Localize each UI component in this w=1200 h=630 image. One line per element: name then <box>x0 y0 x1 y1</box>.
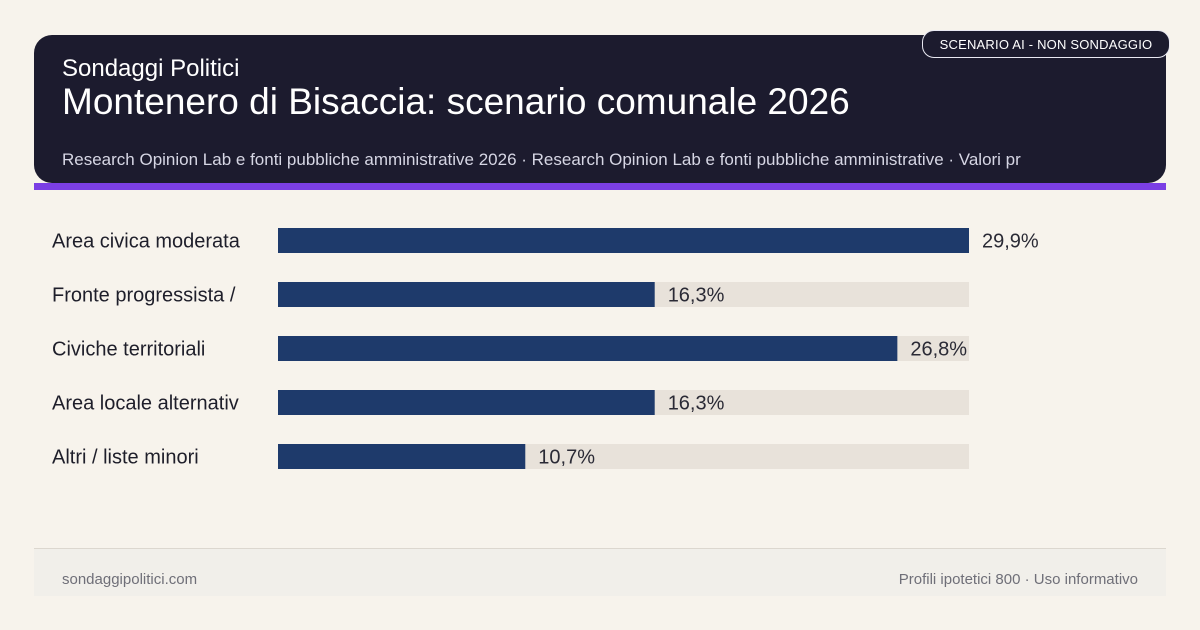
category-label: Area civica moderata <box>52 231 241 253</box>
footer-site: sondaggipolitici.com <box>62 571 198 588</box>
value-label: 29,9% <box>982 231 1039 253</box>
category-label: Altri / liste minori <box>52 447 199 469</box>
bar <box>278 336 898 361</box>
value-label: 26,8% <box>910 339 967 361</box>
accent-bar <box>34 183 1166 190</box>
category-label: Area locale alternativ <box>52 393 239 415</box>
bar <box>278 390 655 415</box>
scenario-badge: SCENARIO AI - NON SONDAGGIO <box>922 30 1170 58</box>
value-label: 10,7% <box>538 447 595 469</box>
footer-note: Profili ipotetici 800 · Uso informativo <box>898 571 1138 588</box>
category-label: Fronte progressista / <box>52 285 236 307</box>
value-label: 16,3% <box>668 285 725 307</box>
bar <box>278 282 655 307</box>
value-label: 16,3% <box>668 393 725 415</box>
page-title: Montenero di Bisaccia: scenario comunale… <box>62 81 850 122</box>
source-subtitle: Research Opinion Lab e fonti pubbliche a… <box>62 150 1021 169</box>
bar <box>278 444 526 469</box>
category-label: Civiche territoriali <box>52 339 205 361</box>
header-panel: Sondaggi Politici Montenero di Bisaccia:… <box>34 35 1166 183</box>
brand-name: Sondaggi Politici <box>62 55 240 82</box>
footer: sondaggipolitici.com Profili ipotetici 8… <box>34 548 1166 596</box>
bar <box>278 228 969 253</box>
